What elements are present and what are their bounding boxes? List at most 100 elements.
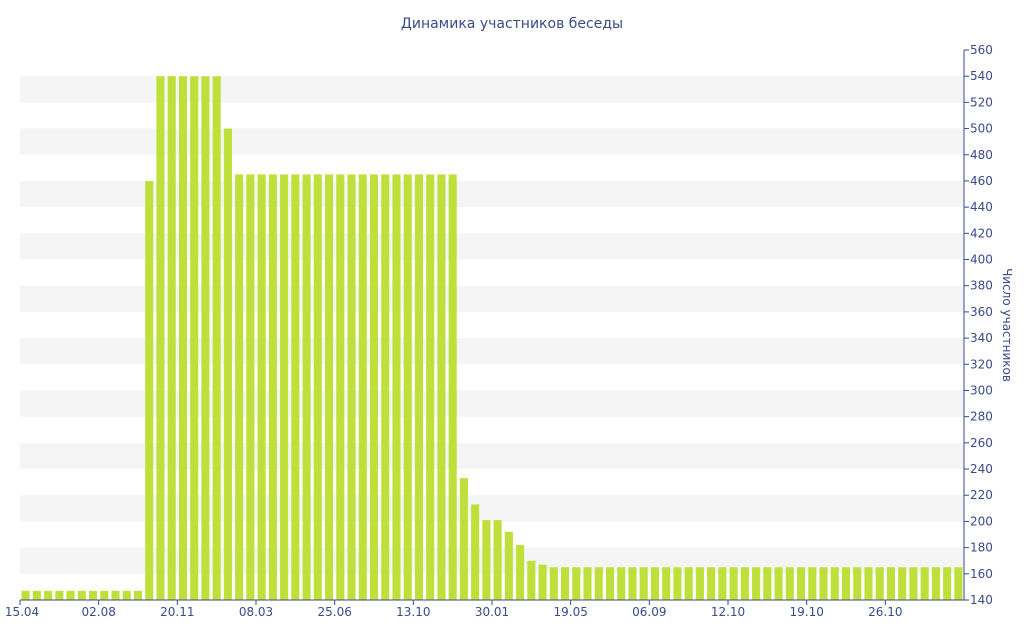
- bar: [482, 520, 491, 600]
- y-tick-label: 400: [970, 253, 993, 267]
- bar: [21, 590, 30, 600]
- bar: [437, 174, 446, 600]
- y-tick-label: 240: [970, 462, 993, 476]
- bar: [752, 567, 761, 600]
- grid-band: [20, 76, 964, 103]
- y-tick-label: 460: [970, 174, 993, 188]
- bar: [617, 567, 626, 600]
- grid-bands: [20, 76, 964, 574]
- bar: [55, 590, 64, 600]
- y-tick-label: 160: [970, 567, 993, 581]
- x-tick-label: 20.11: [160, 605, 194, 619]
- bar: [156, 76, 165, 600]
- bar: [684, 567, 693, 600]
- y-tick-label: 360: [970, 305, 993, 319]
- bar: [954, 567, 963, 600]
- bar: [909, 567, 918, 600]
- bar: [257, 174, 266, 600]
- grid-band: [20, 442, 964, 470]
- bar: [662, 567, 671, 600]
- bar: [167, 76, 176, 600]
- y-tick-label: 540: [970, 69, 993, 83]
- bar: [77, 590, 86, 600]
- x-tick-label: 30.01: [475, 605, 509, 619]
- bar: [504, 531, 513, 600]
- bar: [841, 567, 851, 600]
- bar: [639, 567, 648, 600]
- grid-band: [20, 180, 964, 208]
- y-tick-label: 480: [970, 148, 993, 162]
- y-tick-label: 200: [970, 514, 993, 528]
- bar: [572, 567, 581, 600]
- bar: [830, 567, 839, 600]
- bar: [302, 174, 311, 600]
- bar: [459, 478, 468, 600]
- bar: [235, 174, 244, 600]
- bar: [212, 76, 221, 600]
- y-tick-label: 500: [970, 122, 993, 136]
- bar: [325, 174, 334, 600]
- x-tick-label: 12.10: [711, 605, 745, 619]
- bar: [797, 567, 806, 600]
- grid-band: [20, 547, 964, 574]
- bar: [605, 567, 615, 600]
- chart-title: Динамика участников беседы: [401, 16, 623, 32]
- bar: [864, 567, 873, 600]
- grid-band: [20, 285, 964, 312]
- x-axis: 15.04 02.08 20.11 08.03 25.06 13.10 30.01 19.05…: [5, 599, 964, 619]
- bar: [695, 567, 704, 600]
- bar: [628, 567, 637, 600]
- bar: [740, 567, 749, 600]
- bar: [594, 567, 603, 600]
- bar: [549, 567, 558, 600]
- bar: [358, 174, 367, 600]
- bar: [853, 567, 862, 600]
- y-tick-label: 380: [970, 279, 993, 293]
- y-axis: 140 160 180 200 220 240 260 280 300 320 340 360 380 4…: [963, 43, 993, 607]
- y-tick-label: 280: [970, 410, 993, 424]
- bar: [763, 567, 772, 600]
- bar: [875, 567, 884, 600]
- bar: [414, 174, 423, 600]
- bar: [347, 174, 356, 600]
- bar: [448, 174, 457, 600]
- y-tick-label: 560: [970, 43, 993, 57]
- bar: [471, 504, 480, 600]
- bar: [145, 180, 154, 600]
- bar: [516, 545, 525, 600]
- bar: [931, 567, 940, 600]
- bar: [493, 520, 502, 600]
- bar: [898, 567, 907, 600]
- bar: [100, 590, 109, 600]
- y-tick-label: 180: [970, 541, 993, 555]
- bar: [280, 174, 289, 600]
- bar: [785, 567, 794, 600]
- bar: [650, 567, 659, 600]
- bar: [583, 567, 592, 600]
- bar: [392, 174, 401, 600]
- y-tick-label: 300: [970, 383, 993, 397]
- bar: [336, 174, 345, 600]
- bar-series: [21, 76, 963, 600]
- bar: [223, 128, 232, 600]
- bar: [527, 560, 536, 600]
- bar: [32, 590, 41, 600]
- bar: [886, 567, 895, 600]
- grid-band: [20, 495, 964, 522]
- grid-band: [20, 233, 964, 260]
- y-axis-title: Число участников: [1000, 268, 1014, 382]
- y-tick-label: 220: [970, 488, 993, 502]
- bar: [561, 567, 570, 600]
- bar: [920, 567, 929, 600]
- bar: [538, 564, 547, 600]
- bar: [819, 567, 828, 600]
- bar: [133, 590, 143, 600]
- y-tick-label: 140: [970, 593, 993, 607]
- bar: [178, 76, 187, 600]
- bar: [313, 174, 322, 600]
- bar: [943, 567, 952, 600]
- y-tick-label: 520: [970, 95, 993, 109]
- grid-band: [20, 390, 964, 417]
- bar: [246, 174, 255, 600]
- bar: [718, 567, 727, 600]
